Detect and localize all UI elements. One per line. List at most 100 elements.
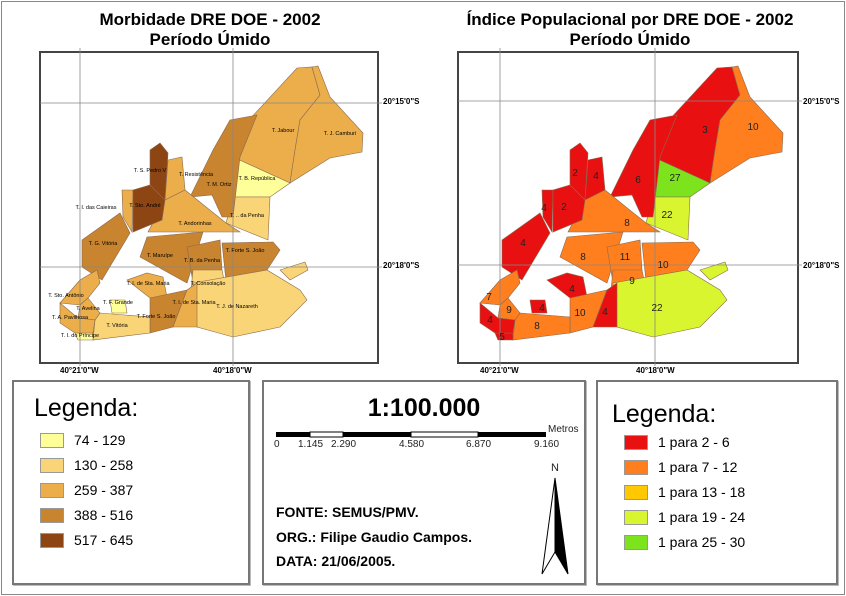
region-ratio-label: 4 [520, 238, 526, 249]
legend-swatch [624, 459, 648, 475]
left-region [189, 114, 258, 218]
left-region [77, 297, 101, 321]
region-ratio-label: 4 [541, 203, 547, 214]
region-label: T. Sto. André [129, 203, 161, 209]
scale-info-panel: 1:100.000 Metros 0 1.145 2.290 4.580 6.8… [262, 380, 586, 585]
left-title-line1: Morbidade DRE DOE - 2002 [99, 10, 321, 29]
legend-item: 1 para 2 - 6 [624, 434, 730, 450]
left-region [109, 299, 128, 314]
region-label: T. M. Ortiz [206, 182, 231, 188]
date-text: DATA: 21/06/2005. [276, 553, 396, 569]
region-label: T. Consolação [191, 281, 226, 287]
region-ratio-label: 8 [534, 321, 540, 332]
left-region [132, 184, 166, 233]
region-ratio-label: 5 [499, 332, 505, 343]
right-region [541, 189, 554, 234]
maps-canvas: T. Jabour T. J. Camburi T. B. República T. … [39, 48, 840, 375]
legend-label: 1 para 7 - 12 [658, 459, 738, 475]
legend-item: 130 - 258 [40, 457, 133, 473]
region-label: T. I. do Príncipe [61, 333, 99, 339]
region-label: T. J. Camburi [324, 131, 356, 137]
right-region [529, 299, 548, 314]
left-region [172, 282, 198, 328]
legend-swatch [624, 484, 648, 500]
region-ratio-label: 4 [487, 315, 493, 326]
legend-item: 388 - 516 [40, 507, 133, 523]
legend-label: 1 para 25 - 30 [658, 534, 746, 550]
scale-segment [276, 432, 310, 437]
region-ratio-label: 4 [569, 284, 575, 295]
left-lat2-label: 20°18'0"S [383, 261, 420, 270]
region-ratio-label: 2 [561, 202, 567, 213]
region-ratio-label: 22 [651, 303, 663, 314]
right-region [546, 272, 588, 299]
right-legend: Legenda: 1 para 2 - 6 1 para 7 - 12 1 para… [596, 380, 838, 585]
left-region [289, 65, 364, 184]
region-label: T. Jabour [272, 128, 295, 134]
scale-tick: 6.870 [466, 439, 492, 450]
scale-bar [276, 431, 546, 438]
left-lat1-label: 20°15'0"S [383, 97, 420, 106]
left-region [126, 272, 168, 299]
region-label: T. Forte S. João [137, 314, 176, 320]
legend-label: 517 - 645 [74, 532, 134, 548]
region-ratio-label: 10 [574, 308, 586, 319]
left-region [147, 189, 242, 233]
scale-unit: Metros [548, 424, 579, 435]
region-ratio-label: 4 [539, 303, 545, 314]
north-arrow-icon [541, 477, 569, 575]
region-ratio-label: 11 [620, 252, 631, 263]
scale-tick: 0 [274, 439, 280, 450]
legend-swatch [40, 532, 64, 548]
legend-label: 130 - 258 [74, 457, 134, 473]
legend-swatch [40, 457, 64, 473]
right-region [552, 184, 586, 233]
left-region [81, 212, 131, 281]
right-region [609, 114, 678, 218]
left-lon2-label: 40°18'0"W [213, 366, 252, 375]
region-label: T. Avelina [76, 306, 100, 312]
region-ratio-label: 3 [702, 125, 708, 136]
scale-segment [343, 432, 411, 437]
scale-tick: 4.580 [399, 439, 425, 450]
region-ratio-label: 8 [580, 252, 586, 263]
region-label: T. I. de Sta. Maria [126, 281, 170, 287]
region-label: T. Sto. Antônio [48, 293, 83, 299]
legend-label: 1 para 2 - 6 [658, 434, 730, 450]
region-label: T. F. Grande [103, 300, 133, 306]
region-label: T. I. das Caieiras [76, 205, 117, 211]
right-region [479, 302, 516, 334]
region-ratio-label: 9 [506, 305, 512, 316]
right-map-population-index: 3 10 27 22 6 2 4 4 4 8 8 11 10 9 22 4 10 4 7 4 8 5 2 9 4 40°21'0… [457, 48, 840, 375]
island-region [279, 261, 309, 281]
left-region [139, 231, 204, 284]
right-lon1-label: 40°21'0"W [480, 366, 519, 375]
left-region [192, 269, 308, 338]
legend-swatch [624, 509, 648, 525]
legend-item: 1 para 25 - 30 [624, 534, 745, 550]
scale-segment [478, 432, 546, 437]
legend-swatch [40, 482, 64, 498]
left-map-title: Morbidade DRE DOE - 2002 Período Úmido [40, 10, 380, 50]
region-label: T. B. República [239, 176, 277, 182]
organizer-text: ORG.: Filipe Gaudio Campos. [276, 529, 473, 545]
region-ratio-label: 4 [593, 171, 599, 182]
scale-tick: 9.160 [534, 439, 560, 450]
legend-item: 1 para 7 - 12 [624, 459, 737, 475]
north-label: N [551, 462, 559, 474]
region-ratio-label: 2 [572, 168, 578, 179]
region-label: T. S. Pedro V [134, 168, 167, 174]
legend-label: 259 - 387 [74, 482, 134, 498]
left-graticule [40, 48, 382, 366]
region-ratio-label: 22 [661, 210, 673, 221]
region-label: T. I. de Sta. Maria [172, 300, 216, 306]
region-label: T. A. Pavilhosa [52, 315, 89, 321]
right-region [592, 282, 618, 328]
region-label: T. Forte S. João [226, 248, 265, 254]
right-lon2-label: 40°18'0"W [636, 366, 675, 375]
region-ratio-label: 4 [602, 307, 608, 318]
right-map-title: Índice Populacional por DRE DOE - 2002 P… [430, 10, 830, 50]
legend-swatch [624, 434, 648, 450]
legend-label: 388 - 516 [74, 507, 134, 523]
left-lon1-label: 40°21'0"W [60, 366, 99, 375]
